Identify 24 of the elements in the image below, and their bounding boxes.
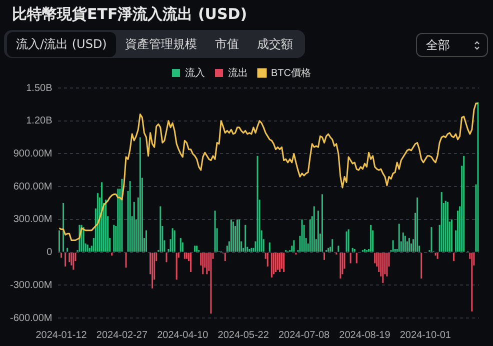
text: 成交額	[256, 36, 294, 52]
x-tick-label: 2024-04-10	[157, 330, 209, 341]
chart-title: 比特幣現貨ETF淨流入流出 (USD)	[12, 5, 248, 24]
x-tick-label: 2024-01-12	[36, 330, 88, 341]
y-tick-label: 900.00M	[13, 148, 52, 160]
text: 流入/流出 (USD)	[7, 32, 116, 56]
y-tick-label: -600.00M	[10, 312, 52, 324]
legend-label: 流出	[228, 66, 248, 79]
x-tick-label: 2024-05-22	[218, 330, 270, 341]
legend-label: BTC價格	[271, 66, 311, 79]
y-tick-label: 300.00M	[13, 214, 52, 226]
y-tick-label: -300.00M	[10, 280, 52, 291]
y-tick-label: 600.00M	[13, 181, 52, 192]
x-tick-label: 2024-08-19	[339, 330, 391, 341]
y-tick-label: 0	[46, 247, 53, 258]
x-tick-label: 2024-02-27	[96, 330, 148, 341]
y-tick-label: 1.20B	[26, 116, 53, 127]
text: 市值	[214, 36, 240, 52]
legend-label: 流入	[185, 66, 205, 79]
text: 資產管理規模	[124, 36, 198, 52]
y-tick-label: 1.50B	[26, 82, 53, 94]
text: 全部	[426, 36, 450, 54]
x-tick-label: 2024-07-08	[278, 330, 330, 341]
x-tick-label: 2024-10-01	[400, 330, 452, 341]
